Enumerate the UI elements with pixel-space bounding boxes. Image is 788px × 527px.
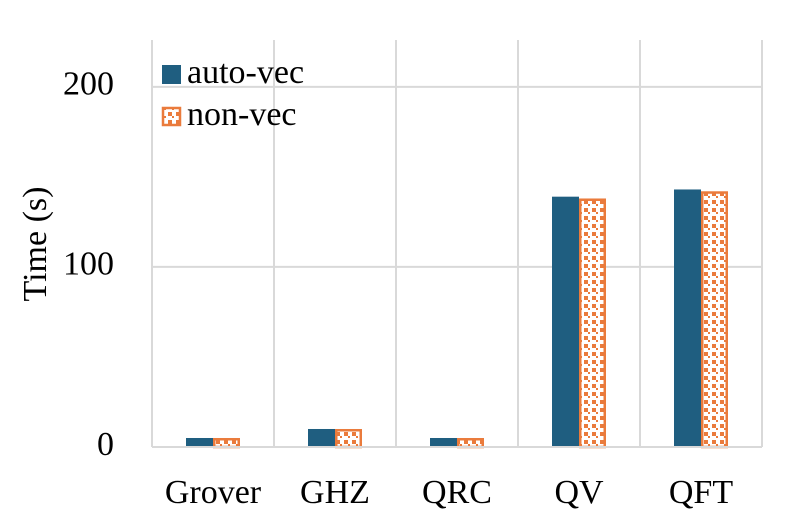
bar	[579, 198, 606, 449]
legend-swatch	[161, 106, 182, 127]
bar	[701, 191, 728, 449]
bar	[552, 196, 579, 447]
legend-swatch	[162, 65, 181, 84]
x-tick-label: QFT	[669, 474, 733, 511]
legend-label: non-vec	[187, 96, 297, 133]
y-tick-label: 200	[63, 66, 114, 103]
y-tick-label: 100	[63, 246, 114, 283]
bar	[430, 437, 457, 447]
x-tick-label: GHZ	[300, 474, 370, 511]
legend-label: auto-vec	[187, 54, 304, 91]
x-tick-label: QRC	[422, 474, 492, 511]
x-tick-label: Grover	[165, 474, 262, 511]
y-tick-label: 0	[97, 426, 114, 463]
bar	[457, 437, 484, 449]
y-axis-title: Time (s)	[17, 187, 54, 302]
x-tick-label: QV	[554, 474, 604, 511]
bar	[213, 437, 240, 449]
bar	[308, 428, 335, 447]
bar	[674, 189, 701, 447]
bar	[335, 428, 362, 449]
bar	[186, 437, 213, 447]
